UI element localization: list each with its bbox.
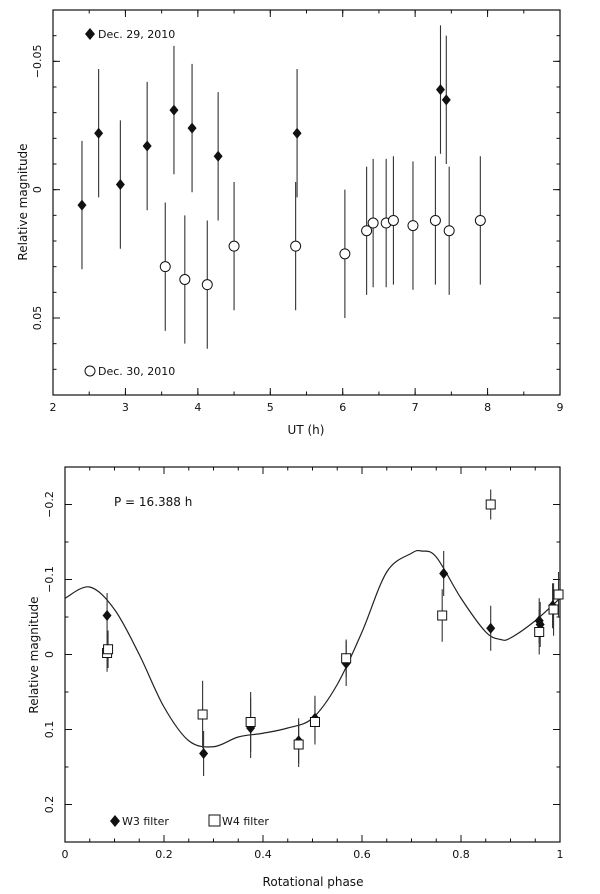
circle-point [429,214,441,226]
diamond-point [102,610,112,621]
circle-point [407,220,419,232]
x-tick-label: 0.4 [254,848,272,861]
circle-point [367,217,379,229]
circle-point [339,248,351,260]
x-axis-label-top: UT (h) [288,423,325,437]
square-point [197,709,208,720]
diamond-point [441,94,451,106]
chart-panel-phase: 0 0.2 0.4 0.6 0.8 1 −0.2 −0.1 0 0.1 0.2 P = 16.388… [27,466,564,889]
square-point [293,739,304,750]
x-tick-label: 2 [50,401,57,414]
legend-dec29: Dec. 29, 2010 [85,28,175,41]
diamond-point [115,179,125,191]
period-annotation: P = 16.388 h [114,495,192,509]
x-tick-label: 0.6 [353,848,371,861]
diamond-point [94,127,104,139]
axis-ticks-top: 2 3 4 5 6 7 8 9 −0.05 0 0.05 [31,9,564,414]
square-point [103,644,114,655]
circle-point [474,214,486,226]
y-tick-label: 0 [43,651,56,658]
legend-w3: W3 filter [110,815,169,828]
circle-point [290,240,302,252]
circle-point [201,279,213,291]
diamond-point [486,622,496,634]
axis-ticks-bottom: 0 0.2 0.4 0.6 0.8 1 −0.2 −0.1 0 0.1 0.2 [43,466,564,861]
circle-legend-marker [84,365,96,377]
diamond-legend-marker [85,28,95,40]
diamond-point [292,127,302,139]
chart-panel-ut: 2 3 4 5 6 7 8 9 −0.05 0 0.05 UT (h) Relative magni… [16,9,564,437]
y-axis-label-bottom: Relative magnitude [27,596,41,713]
square-point [437,610,448,621]
circle-point [179,274,191,285]
square-point [534,627,545,637]
square-point [309,717,320,727]
square-point [341,653,352,664]
y-tick-label: 0.1 [43,721,56,739]
square-point [553,589,564,600]
diamond-point [213,150,223,162]
x-tick-label: 8 [484,401,491,414]
x-tick-label: 1 [557,848,564,861]
diamond-point [169,104,179,116]
diamond-point [187,122,197,134]
y-tick-label: −0.1 [43,566,56,593]
square-point [245,717,256,727]
circle-point [387,214,399,226]
x-tick-label: 7 [412,401,419,414]
legend-label-dec30: Dec. 30, 2010 [98,365,175,378]
x-tick-label: 0.8 [452,848,470,861]
square-point [548,604,559,615]
legend-label-dec29: Dec. 29, 2010 [98,28,175,41]
diamond-point [435,84,445,96]
y-tick-label: 0.2 [43,796,56,814]
diamond-point [199,748,209,759]
x-tick-label: 4 [194,401,201,414]
square-legend-marker [208,814,221,827]
y-tick-label: −0.05 [31,44,44,78]
y-tick-label: 0 [31,186,44,193]
legend-label-w3: W3 filter [122,815,169,828]
error-bars-top [81,25,481,349]
x-tick-label: 5 [267,401,274,414]
diamond-point [439,568,449,579]
plot-frame-top [52,9,561,396]
y-tick-label: 0.05 [31,306,44,331]
data-markers-bottom [102,499,564,759]
circle-point [443,225,455,237]
legend-label-w4: W4 filter [222,815,269,828]
x-axis-label-bottom: Rotational phase [263,875,364,889]
x-tick-label: 6 [339,401,346,414]
data-markers-top [77,84,486,291]
diamond-point [77,199,87,211]
x-tick-label: 3 [122,401,129,414]
circle-point [361,225,373,237]
x-tick-label: 9 [557,401,564,414]
legend-dec30: Dec. 30, 2010 [84,365,175,378]
diamond-point [142,140,152,152]
x-tick-label: 0 [62,848,69,861]
y-tick-label: −0.2 [43,491,56,518]
circle-point [159,261,171,273]
circle-point [228,240,240,252]
y-axis-label-top: Relative magnitude [16,143,30,260]
diamond-legend-marker [110,815,120,827]
square-point [485,499,496,510]
x-tick-label: 0.2 [155,848,173,861]
legend-w4: W4 filter [208,814,269,828]
